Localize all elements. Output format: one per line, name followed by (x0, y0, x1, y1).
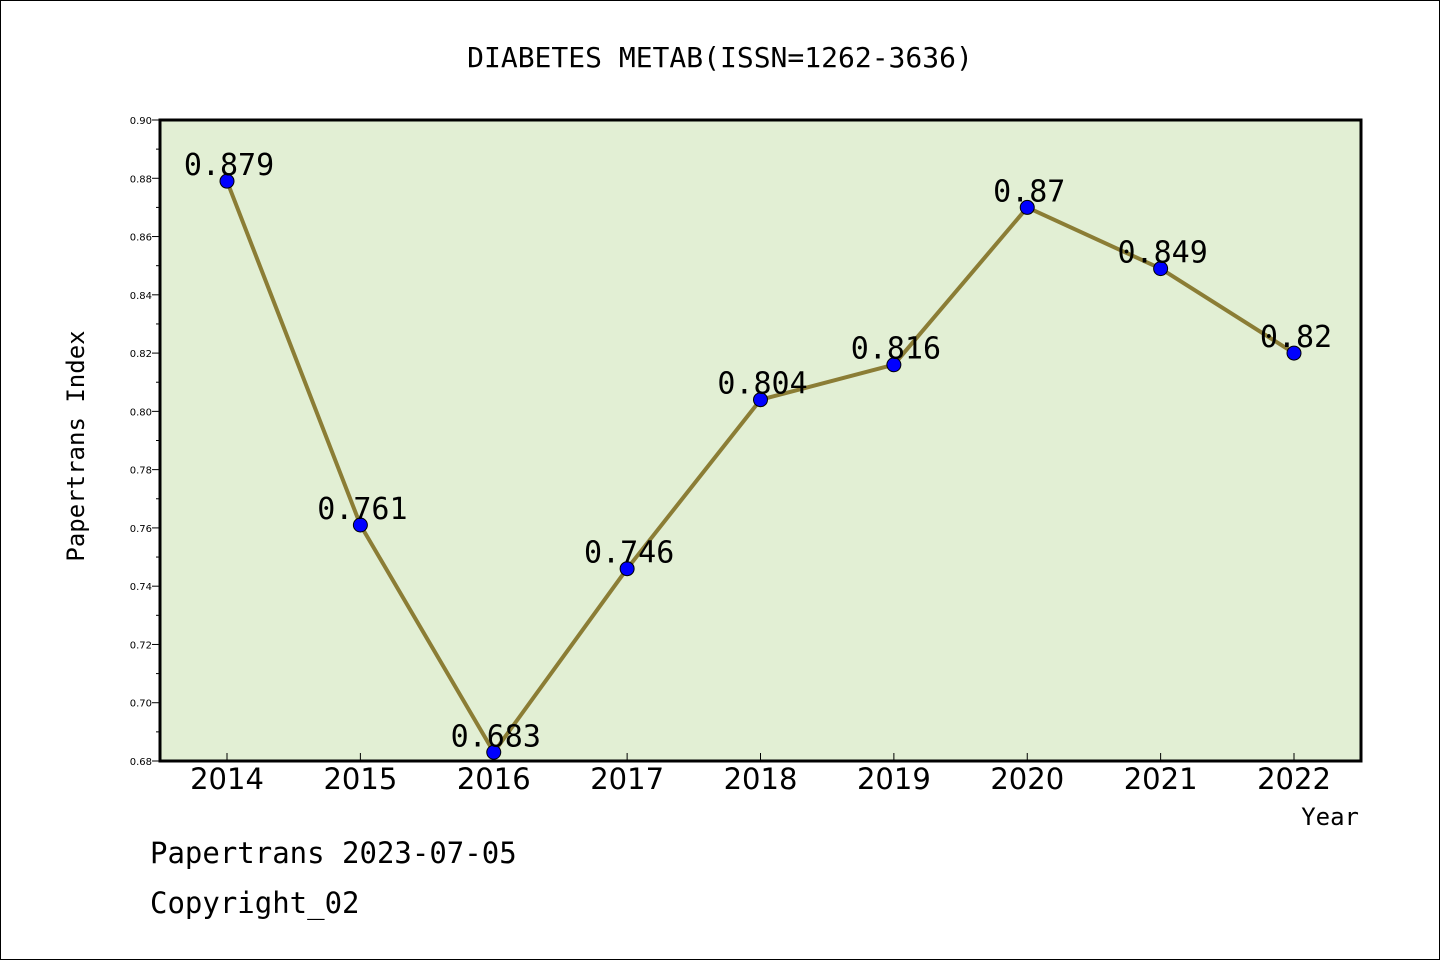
y-axis-label: Papertrans Index (62, 330, 90, 561)
data-point (1153, 261, 1169, 277)
data-point (352, 517, 368, 533)
x-axis: 2014 2015 2016 2017 2018 2019 2020 2021 2022 (190, 753, 1331, 796)
y-tick-label: 0.68 (130, 757, 152, 768)
plot-area (158, 118, 1363, 763)
y-tick-label: 0.80 (130, 407, 152, 418)
y-tick-label: 0.74 (130, 582, 152, 593)
x-tick-label: 2018 (724, 762, 798, 796)
data-points (219, 173, 1302, 760)
x-tick-label: 2022 (1257, 762, 1331, 796)
y-tick-label: 0.78 (130, 466, 152, 477)
x-tick-label: 2014 (190, 762, 264, 796)
y-tick-label: 0.90 (130, 116, 152, 127)
x-tick-label: 2020 (990, 762, 1064, 796)
data-label: 0.761 (317, 492, 407, 527)
data-point (619, 561, 635, 577)
x-axis-label: Year (1301, 803, 1359, 831)
data-point (1019, 199, 1035, 215)
data-label: 0.87 (993, 174, 1065, 209)
x-tick-label: 2016 (457, 762, 531, 796)
data-point (486, 744, 502, 760)
x-tick-label: 2015 (323, 762, 397, 796)
y-tick-label: 0.84 (130, 291, 152, 302)
data-point (1286, 345, 1302, 361)
chart-title: DIABETES METAB(ISSN=1262-3636) (467, 41, 973, 74)
data-label: 0.879 (184, 148, 274, 183)
data-label: 0.683 (451, 719, 541, 754)
y-tick-label: 0.70 (130, 699, 152, 710)
data-labels: 0.879 0.761 0.683 0.746 0.804 0.816 0.87 0.849 0… (184, 148, 1332, 754)
x-tick-label: 2019 (857, 762, 931, 796)
data-point (219, 173, 235, 189)
data-label: 0.816 (851, 332, 941, 367)
y-tick-label: 0.76 (130, 524, 152, 535)
footer-copyright: Copyright_02 (150, 886, 360, 920)
y-tick-label: 0.72 (130, 640, 152, 651)
footer-date: Papertrans 2023-07-05 (150, 836, 517, 870)
data-point (753, 392, 768, 408)
data-point (886, 357, 902, 373)
data-label: 0.82 (1260, 320, 1332, 355)
y-tick-label: 0.82 (130, 349, 152, 360)
data-label: 0.849 (1117, 236, 1207, 271)
y-tick-label: 0.86 (130, 233, 152, 244)
y-tick-label: 0.88 (130, 174, 152, 185)
data-label: 0.746 (584, 536, 674, 571)
y-axis: 0.68 0.70 0.72 0.74 0.76 0.78 0.80 0.82 0.84 0.86… (130, 116, 160, 768)
x-tick-label: 2021 (1124, 762, 1198, 796)
x-tick-label: 2017 (590, 762, 664, 796)
data-label: 0.804 (717, 367, 807, 402)
